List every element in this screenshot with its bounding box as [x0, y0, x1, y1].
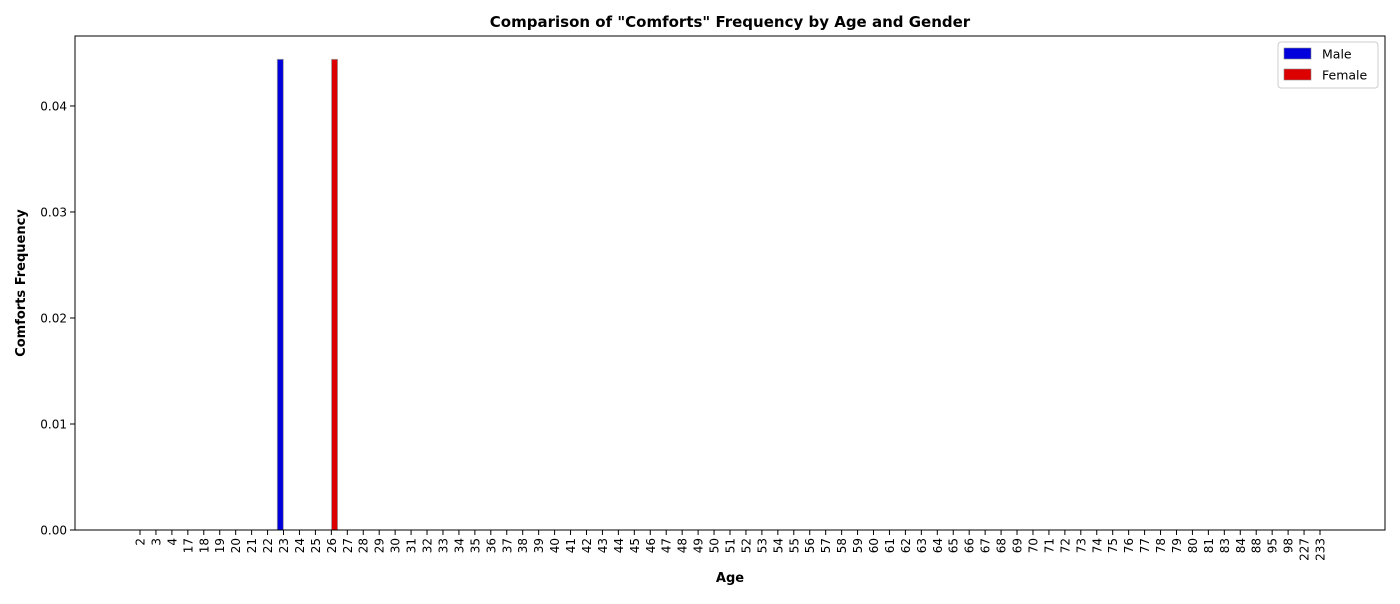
x-tick-label: 67 — [979, 538, 993, 553]
y-tick-label: 0.02 — [40, 311, 67, 325]
x-tick-label: 77 — [1138, 538, 1152, 553]
x-tick-label: 70 — [1026, 538, 1040, 553]
chart-title: Comparison of "Comforts" Frequency by Ag… — [490, 13, 971, 31]
y-tick-label: 0.04 — [40, 99, 67, 113]
x-tick-label: 33 — [436, 538, 450, 553]
x-tick-label: 73 — [1074, 538, 1088, 553]
x-tick-label: 81 — [1202, 538, 1216, 553]
x-tick-label: 25 — [309, 538, 323, 553]
x-tick-label: 59 — [851, 538, 865, 553]
x-tick-label: 95 — [1266, 538, 1280, 553]
x-tick-label: 50 — [708, 538, 722, 553]
x-tick-label: 46 — [644, 538, 658, 553]
x-tick-label: 35 — [468, 538, 482, 553]
x-tick-label: 2 — [134, 538, 148, 546]
bar-male-23 — [276, 58, 284, 531]
y-tick-label: 0.03 — [40, 205, 67, 219]
x-tick-label: 74 — [1090, 538, 1104, 553]
bars-layer — [276, 58, 338, 531]
x-tick-label: 26 — [325, 538, 339, 553]
y-axis-label: Comforts Frequency — [14, 209, 29, 357]
x-tick-label: 78 — [1154, 538, 1168, 553]
x-tick-label: 75 — [1106, 538, 1120, 553]
x-tick-label: 54 — [771, 538, 785, 553]
x-tick-label: 53 — [755, 538, 769, 553]
x-tick-label: 18 — [197, 538, 211, 553]
x-tick-label: 58 — [835, 538, 849, 553]
x-tick-label: 63 — [915, 538, 929, 553]
x-tick-label: 29 — [373, 538, 387, 553]
y-tick-label: 0.00 — [40, 524, 67, 538]
x-tick-label: 69 — [1011, 538, 1025, 553]
bar-female-26 — [331, 58, 338, 531]
x-tick-label: 61 — [883, 538, 897, 553]
legend-swatch-female — [1283, 68, 1312, 81]
x-tick-label: 71 — [1042, 538, 1056, 553]
x-tick-label: 39 — [532, 538, 546, 553]
x-tick-label: 84 — [1234, 538, 1248, 553]
x-tick-label: 40 — [548, 538, 562, 553]
x-tick-label: 36 — [484, 538, 498, 553]
x-tick-label: 57 — [819, 538, 833, 553]
x-tick-label: 88 — [1250, 538, 1264, 553]
x-tick-label: 23 — [277, 538, 291, 553]
x-tick-label: 65 — [947, 538, 961, 553]
legend: Male Female — [1277, 41, 1379, 89]
x-tick-label: 76 — [1122, 538, 1136, 553]
x-tick-label: 32 — [421, 538, 435, 553]
x-tick-label: 3 — [149, 538, 163, 546]
x-tick-label: 233 — [1314, 538, 1328, 561]
y-axis: 0.00 0.01 0.02 0.03 0.04 — [40, 99, 75, 538]
x-tick-label: 79 — [1170, 538, 1184, 553]
x-tick-label: 48 — [676, 538, 690, 553]
x-tick-label: 49 — [692, 538, 706, 553]
x-tick-label: 55 — [787, 538, 801, 553]
legend-label-male: Male — [1322, 47, 1352, 62]
x-tick-label: 51 — [724, 538, 738, 553]
x-tick-label: 22 — [261, 538, 275, 553]
x-tick-label: 37 — [500, 538, 514, 553]
x-tick-label: 17 — [181, 538, 195, 553]
x-tick-label: 21 — [245, 538, 259, 553]
x-tick-label: 20 — [229, 538, 243, 553]
x-tick-label: 98 — [1282, 538, 1296, 553]
x-tick-label: 24 — [293, 538, 307, 553]
x-tick-label: 68 — [995, 538, 1009, 553]
x-tick-label: 62 — [899, 538, 913, 553]
x-tick-label: 28 — [357, 538, 371, 553]
x-tick-label: 34 — [452, 538, 466, 553]
x-tick-label: 19 — [213, 538, 227, 553]
x-tick-label: 27 — [341, 538, 355, 553]
x-tick-label: 52 — [739, 538, 753, 553]
x-tick-label: 60 — [867, 538, 881, 553]
legend-swatch-male — [1283, 47, 1312, 60]
x-tick-label: 83 — [1218, 538, 1232, 553]
x-tick-label: 43 — [596, 538, 610, 553]
x-axis: 2 3 4 17 18 19 20 21 22 23 24 25 26 27 28 29 30 31 32 33 34 3… — [134, 530, 1328, 561]
x-tick-label: 30 — [389, 538, 403, 553]
x-tick-label: 45 — [628, 538, 642, 553]
x-tick-label: 44 — [612, 538, 626, 553]
x-tick-label: 38 — [516, 538, 530, 553]
x-tick-label: 72 — [1058, 538, 1072, 553]
x-tick-label: 42 — [580, 538, 594, 553]
x-tick-label: 47 — [660, 538, 674, 553]
x-tick-label: 41 — [564, 538, 578, 553]
x-axis-label: Age — [716, 571, 744, 586]
x-tick-label: 66 — [963, 538, 977, 553]
plot-frame — [74, 35, 1386, 531]
x-tick-label: 227 — [1298, 538, 1312, 561]
legend-label-female: Female — [1322, 68, 1368, 83]
x-tick-label: 80 — [1186, 538, 1200, 553]
y-tick-label: 0.01 — [40, 417, 67, 431]
x-tick-label: 4 — [165, 538, 179, 546]
x-tick-label: 64 — [931, 538, 945, 553]
x-tick-label: 31 — [405, 538, 419, 553]
x-tick-label: 56 — [803, 538, 817, 553]
